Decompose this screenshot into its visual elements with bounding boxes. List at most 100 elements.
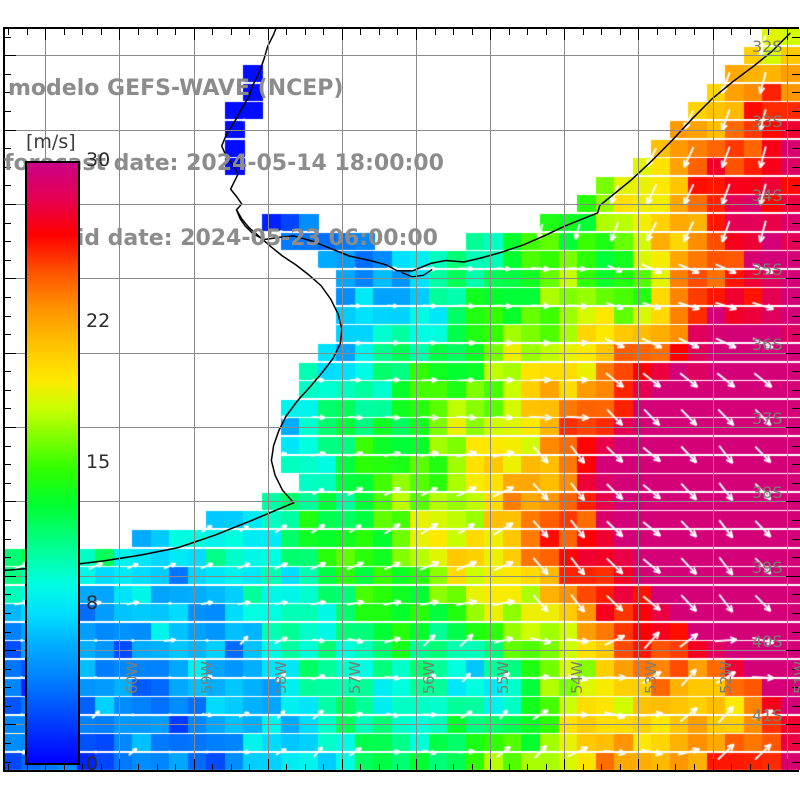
- tick-left: [3, 389, 11, 391]
- tick-top: [656, 27, 658, 35]
- tick-top: [212, 27, 214, 35]
- colorbar-gradient: [25, 161, 80, 765]
- tick-bottom: [63, 764, 65, 772]
- tick-right: [786, 575, 800, 577]
- gridline-lon: [712, 27, 714, 772]
- tick-bottom: [193, 759, 195, 772]
- tick-left: [3, 259, 11, 261]
- tick-right: [786, 204, 800, 205]
- tick-top: [564, 27, 566, 40]
- gridline-lat: [3, 129, 800, 131]
- longitude-label: 59W: [197, 661, 216, 694]
- tick-right: [792, 334, 800, 336]
- tick-left: [3, 724, 16, 726]
- tick-right: [792, 92, 800, 94]
- tick-bottom: [471, 764, 473, 772]
- tick-left: [3, 501, 16, 503]
- tick-top: [175, 27, 176, 35]
- tick-bottom: [360, 764, 362, 772]
- tick-top: [360, 27, 362, 35]
- tick-left: [3, 408, 11, 410]
- tick-left: [3, 612, 11, 614]
- latitude-label: 32S: [752, 37, 783, 57]
- tick-left: [3, 204, 16, 205]
- tick-bottom: [100, 764, 102, 772]
- gridline-lat: [3, 352, 800, 354]
- tick-right: [786, 55, 800, 57]
- colorbar[interactable]: [25, 161, 80, 765]
- tick-bottom: [619, 764, 621, 772]
- tick-left: [3, 519, 11, 521]
- tick-top: [490, 27, 492, 40]
- map-plot-area[interactable]: 61W60W59W58W57W56W55W54W53W52W51W 32S33S…: [3, 27, 800, 772]
- tick-bottom: [675, 764, 677, 772]
- tick-bottom: [156, 764, 158, 772]
- tick-bottom: [304, 764, 306, 772]
- colorbar-tick-8: 8: [86, 591, 99, 614]
- tick-top: [267, 27, 269, 40]
- tick-bottom: [26, 764, 28, 772]
- tick-left: [3, 315, 11, 317]
- latitude-label: 38S: [752, 483, 783, 503]
- tick-right: [792, 594, 800, 596]
- tick-right: [792, 371, 800, 373]
- tick-right: [792, 408, 800, 410]
- colorbar-tick-15: 15: [86, 451, 111, 473]
- tick-left: [3, 371, 11, 373]
- tick-right: [792, 761, 800, 763]
- tick-left: [3, 650, 16, 652]
- latitude-label: 34S: [752, 185, 783, 205]
- tick-right: [786, 352, 800, 354]
- tick-bottom: [694, 764, 695, 772]
- tick-top: [786, 27, 788, 40]
- tick-top: [416, 27, 417, 40]
- tick-bottom: [582, 764, 584, 772]
- tick-left: [3, 352, 16, 354]
- tick-right: [792, 631, 800, 633]
- longitude-label: 51W: [790, 661, 800, 694]
- gridline-lat: [3, 204, 800, 205]
- tick-left: [3, 575, 16, 577]
- tick-top: [731, 27, 733, 35]
- latitude-label: 37S: [752, 409, 783, 428]
- tick-bottom: [249, 764, 251, 772]
- longitude-label: 53W: [642, 661, 661, 694]
- tick-bottom: [453, 764, 454, 772]
- tick-bottom: [137, 764, 139, 772]
- tick-bottom: [378, 764, 380, 772]
- tick-right: [792, 296, 800, 298]
- tick-left: [3, 334, 11, 336]
- tick-top: [508, 27, 510, 35]
- tick-bottom: [749, 764, 751, 772]
- tick-left: [3, 761, 11, 763]
- tick-right: [786, 129, 800, 131]
- tick-top: [63, 27, 65, 35]
- tick-bottom: [656, 764, 658, 772]
- tick-right: [792, 445, 800, 447]
- tick-left: [3, 296, 11, 298]
- tick-left: [3, 185, 11, 187]
- tick-bottom: [212, 764, 214, 772]
- tick-bottom: [545, 764, 547, 772]
- latitude-label: 33S: [752, 111, 783, 131]
- tick-right: [792, 73, 800, 75]
- tick-left: [3, 73, 11, 75]
- tick-right: [792, 315, 800, 317]
- tick-right: [792, 241, 800, 243]
- gridline-lat: [3, 724, 800, 726]
- gridline-lon: [416, 27, 417, 772]
- tick-right: [792, 482, 800, 484]
- tick-top: [694, 27, 695, 35]
- gridline-lon: [267, 27, 269, 772]
- gridline-lat: [3, 501, 800, 503]
- tick-left: [3, 55, 16, 57]
- gridline-lon: [490, 27, 492, 772]
- tick-right: [792, 222, 800, 224]
- latitude-label: 39S: [752, 557, 783, 577]
- tick-top: [286, 27, 288, 35]
- tick-left: [3, 129, 16, 131]
- tick-left: [3, 278, 16, 280]
- gridline-lon: [341, 27, 343, 772]
- tick-bottom: [323, 764, 325, 772]
- tick-bottom: [175, 764, 176, 772]
